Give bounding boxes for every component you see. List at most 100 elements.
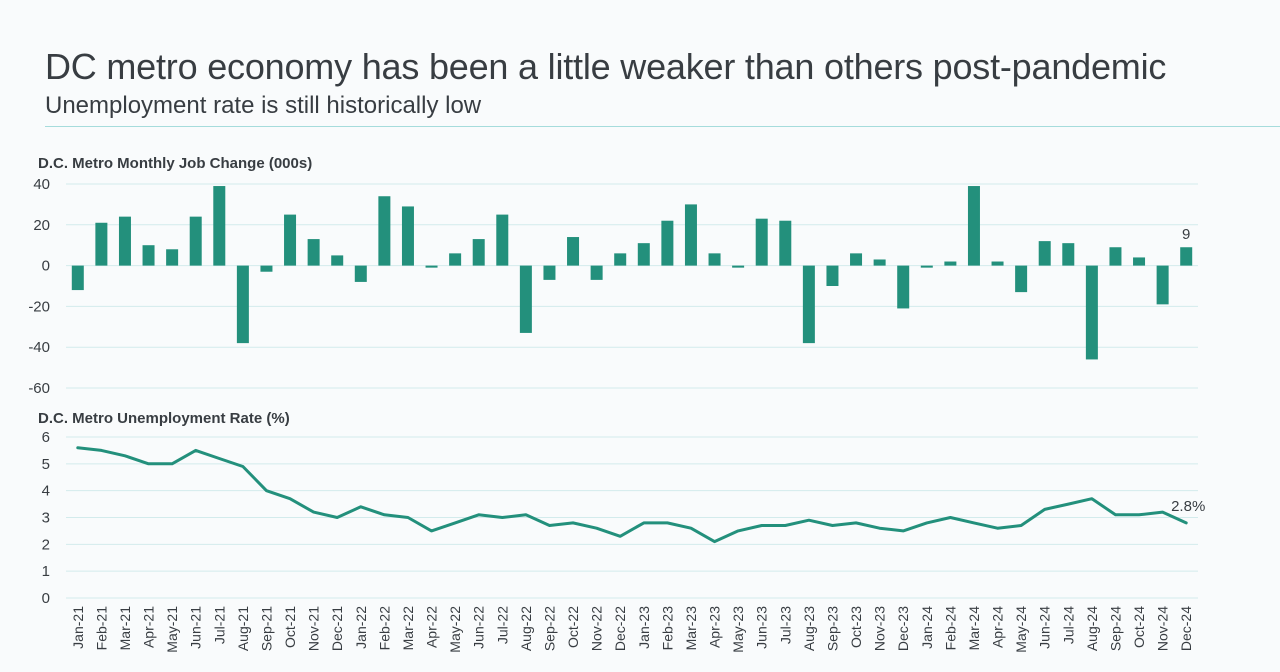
x-tick-label: Sep-22	[541, 606, 557, 651]
bar-y-tick-label: -60	[28, 380, 50, 397]
x-tick-label: Apr-24	[990, 606, 1006, 648]
x-tick-label: Sep-24	[1107, 606, 1123, 651]
bar-y-tick-label: 40	[33, 176, 50, 193]
bar	[307, 239, 320, 266]
x-tick-label: May-24	[1013, 606, 1029, 653]
bar	[236, 265, 249, 344]
x-tick-label: Mar-23	[683, 606, 699, 651]
x-tick-label: Nov-23	[872, 606, 888, 651]
bar	[614, 253, 627, 266]
x-tick-label: Jun-24	[1037, 606, 1053, 649]
x-tick-label: Apr-23	[707, 606, 723, 648]
x-tick-label: Dec-23	[895, 606, 911, 651]
bar	[944, 261, 957, 266]
x-tick-label: Nov-21	[306, 606, 322, 651]
bar	[425, 265, 438, 268]
bar	[567, 237, 580, 266]
x-tick-label: Jun-21	[188, 606, 204, 649]
x-tick-label: Dec-24	[1178, 606, 1194, 651]
x-tick-label: Mar-22	[400, 606, 416, 651]
x-tick-label: Dec-22	[612, 606, 628, 651]
bar-y-tick-label: -40	[28, 339, 50, 356]
x-tick-label: Jul-21	[211, 606, 227, 644]
bar	[684, 204, 697, 266]
x-tick-label: Mar-24	[966, 606, 982, 651]
bar	[166, 249, 179, 266]
bar	[543, 265, 556, 280]
x-tick-label: Apr-22	[424, 606, 440, 648]
x-tick-label: Oct-23	[848, 606, 864, 648]
bar	[708, 253, 721, 266]
unemployment-line	[76, 446, 1188, 544]
bar	[755, 218, 768, 266]
x-tick-label: May-21	[164, 606, 180, 653]
bar	[850, 253, 863, 266]
x-tick-label: Oct-22	[565, 606, 581, 648]
bar	[142, 245, 155, 266]
x-tick-label: Feb-21	[93, 606, 109, 651]
x-tick-label: Aug-22	[518, 606, 534, 651]
bar	[260, 265, 273, 272]
line-chart: 6 5 4 3 2 1 0 2.8%	[42, 429, 1206, 607]
bar	[378, 196, 391, 266]
x-tick-label: Aug-24	[1084, 606, 1100, 651]
bar	[213, 186, 226, 266]
x-tick-label: Feb-23	[659, 606, 675, 651]
bar-data-label: 9	[1182, 226, 1190, 243]
bar	[1133, 257, 1146, 266]
x-tick-label: Jan-24	[919, 606, 935, 649]
bar	[991, 261, 1004, 266]
line-y-tick-label: 2	[42, 536, 50, 553]
line-data-label: 2.8%	[1171, 498, 1205, 515]
x-tick-label: Nov-24	[1155, 606, 1171, 651]
x-tick-label: Jul-23	[777, 606, 793, 644]
bar-y-tick-label: 0	[42, 258, 50, 275]
line-y-tick-label: 4	[42, 483, 50, 500]
bar	[590, 265, 603, 280]
bar	[189, 216, 202, 266]
bar	[826, 265, 839, 286]
bar	[1109, 247, 1122, 266]
bar	[1062, 243, 1075, 266]
bar	[1038, 241, 1051, 266]
bar-y-tick-label: 20	[33, 217, 50, 234]
x-tick-label: Dec-21	[329, 606, 345, 651]
bar	[354, 265, 367, 282]
page-subtitle: Unemployment rate is still historically …	[45, 92, 482, 119]
line-chart-title: D.C. Metro Unemployment Rate (%)	[38, 410, 290, 427]
x-tick-label: Jan-23	[636, 606, 652, 649]
bar	[779, 220, 792, 266]
line-y-tick-label: 3	[42, 510, 50, 527]
bar	[637, 243, 650, 266]
bar	[1156, 265, 1169, 305]
x-tick-label: Mar-21	[117, 606, 133, 651]
title-divider	[45, 126, 1280, 127]
bar	[472, 239, 485, 266]
x-axis: Jan-21 Feb-21 Mar-21 Apr-21 May-21 Jun-21 Jul-…	[70, 606, 1194, 653]
x-tick-label: Aug-21	[235, 606, 251, 651]
bar	[1085, 265, 1098, 360]
bar	[897, 265, 910, 309]
bar	[873, 259, 886, 266]
x-tick-label: Oct-24	[1131, 606, 1147, 648]
x-tick-label: Feb-22	[376, 606, 392, 651]
x-tick-label: Apr-21	[141, 606, 157, 648]
bar	[284, 214, 297, 266]
x-tick-label: May-23	[730, 606, 746, 653]
x-tick-label: Aug-23	[801, 606, 817, 651]
bar	[802, 265, 815, 344]
x-tick-label: Sep-21	[258, 606, 274, 651]
bar	[519, 265, 532, 333]
x-tick-label: Jul-24	[1060, 606, 1076, 644]
bar	[331, 255, 344, 266]
x-tick-label: May-22	[447, 606, 463, 653]
x-tick-label: Nov-22	[589, 606, 605, 651]
line-y-tick-label: 0	[42, 590, 50, 607]
bar-chart-title: D.C. Metro Monthly Job Change (000s)	[38, 155, 312, 172]
bar	[496, 214, 509, 266]
line-y-tick-label: 1	[42, 563, 50, 580]
bar	[920, 265, 933, 268]
x-tick-label: Jun-23	[754, 606, 770, 649]
line-y-tick-label: 5	[42, 456, 50, 473]
